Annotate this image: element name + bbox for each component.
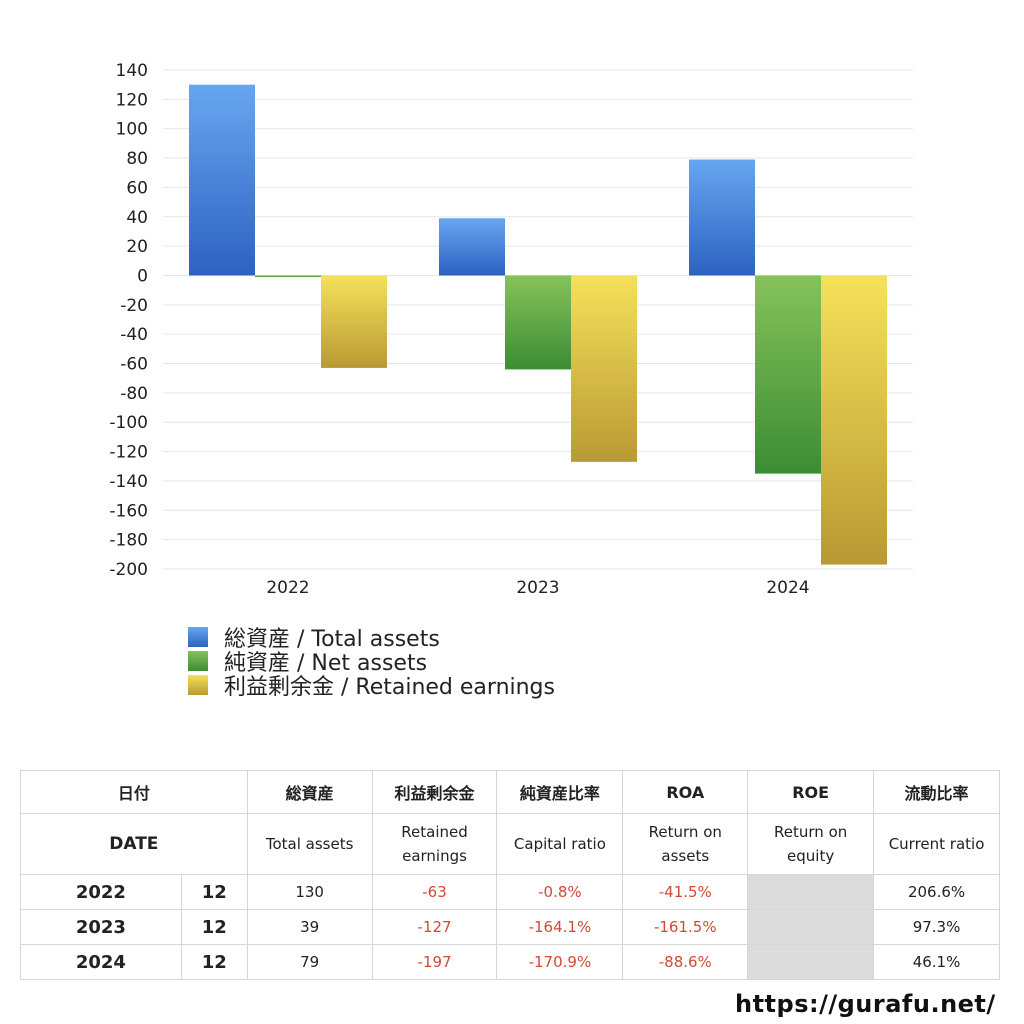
header-retained-en: Retained earnings — [371, 813, 498, 875]
row-year: 2024 — [20, 944, 182, 980]
y-tick-label: -120 — [109, 443, 148, 463]
header-roa-en-1: Return on — [648, 823, 722, 841]
legend-swatch-net-assets — [188, 651, 208, 671]
y-tick-label: -60 — [120, 355, 148, 375]
cell-roe — [747, 944, 875, 980]
legend-item-retained-earnings: 利益剰余金 / Retained earnings — [188, 673, 555, 700]
table-row: 2024 12 79 -197 -170.9% -88.6% 46.1% — [20, 944, 1000, 980]
header-capital-ratio-jp: 純資産比率 — [496, 770, 624, 814]
y-tick-label: 40 — [126, 208, 148, 228]
header-roa-jp: ROA — [622, 770, 749, 814]
table-header-jp: 日付 総資産 利益剰余金 純資産比率 ROA ROE 流動比率 — [20, 770, 1000, 814]
cell-retained: -63 — [371, 874, 498, 910]
row-month: 12 — [180, 909, 248, 945]
cell-capital-ratio: -170.9% — [496, 944, 624, 980]
y-tick-label: 140 — [116, 61, 148, 81]
y-tick-label: 60 — [126, 178, 148, 198]
header-current-ratio-jp: 流動比率 — [873, 770, 1000, 814]
source-url[interactable]: https://gurafu.net/ — [735, 990, 996, 1018]
cell-total-assets: 39 — [246, 909, 373, 945]
header-retained-en-1: Retained — [401, 823, 468, 841]
cell-capital-ratio: -0.8% — [496, 874, 624, 910]
x-tick-label: 2022 — [266, 578, 309, 598]
y-tick-label: 120 — [116, 90, 148, 110]
x-tick-label: 2023 — [516, 578, 559, 598]
row-year: 2023 — [20, 909, 182, 945]
legend-label-total-assets: 総資産 / Total assets — [224, 627, 440, 652]
cell-roe — [747, 909, 875, 945]
header-total-assets-jp: 総資産 — [246, 770, 373, 814]
y-tick-label: -20 — [120, 296, 148, 316]
legend: 総資産 / Total assets 純資産 / Net assets 利益剰余… — [188, 625, 555, 700]
bar-2023-1 — [505, 275, 571, 370]
header-total-assets-en: Total assets — [246, 813, 373, 875]
y-tick-label: 100 — [116, 120, 148, 140]
legend-label-retained-earnings: 利益剰余金 / Retained earnings — [224, 675, 555, 700]
header-roe-en-2: equity — [787, 847, 835, 865]
header-roa-en: Return on assets — [622, 813, 749, 875]
y-tick-label: -40 — [120, 325, 148, 345]
cell-retained: -127 — [371, 909, 498, 945]
table-row: 2023 12 39 -127 -164.1% -161.5% 97.3% — [20, 909, 1000, 945]
y-tick-label: -80 — [120, 384, 148, 404]
x-axis-ticks: 2022 2023 2024 — [266, 578, 809, 598]
row-month: 12 — [180, 944, 248, 980]
bar-2024-1 — [755, 275, 821, 474]
cell-current-ratio: 46.1% — [873, 944, 1000, 980]
y-tick-label: 20 — [126, 237, 148, 257]
legend-swatch-total-assets — [188, 627, 208, 647]
legend-swatch-retained-earnings — [188, 675, 208, 695]
header-retained-jp: 利益剰余金 — [371, 770, 498, 814]
header-date-jp: 日付 — [20, 770, 248, 814]
y-tick-label: -180 — [109, 531, 148, 551]
header-roe-jp: ROE — [747, 770, 875, 814]
bar-2022-0 — [189, 84, 255, 276]
row-year: 2022 — [20, 874, 182, 910]
header-capital-ratio-en: Capital ratio — [496, 813, 624, 875]
legend-item-total-assets: 総資産 / Total assets — [188, 625, 555, 652]
bars — [189, 84, 887, 565]
y-tick-label: -100 — [109, 413, 148, 433]
bar-chart: 140 120 100 80 60 40 20 0 -20 -40 -60 -80 -100 -120 -1… — [109, 61, 913, 598]
financial-table: 日付 総資産 利益剰余金 純資産比率 ROA ROE 流動比率 DATE Tot… — [20, 770, 1000, 980]
header-roe-en: Return on equity — [747, 813, 875, 875]
header-roe-en-1: Return on — [774, 823, 848, 841]
cell-roa: -161.5% — [622, 909, 749, 945]
cell-retained: -197 — [371, 944, 498, 980]
bar-2023-2 — [571, 275, 637, 462]
header-current-ratio-en: Current ratio — [873, 813, 1000, 875]
y-axis-ticks: 140 120 100 80 60 40 20 0 -20 -40 -60 -80 -100 -120 -1… — [109, 61, 148, 580]
cell-total-assets: 130 — [246, 874, 373, 910]
cell-roe — [747, 874, 875, 910]
cell-roa: -88.6% — [622, 944, 749, 980]
y-tick-label: -140 — [109, 472, 148, 492]
legend-item-net-assets: 純資産 / Net assets — [188, 649, 555, 676]
y-tick-label: -200 — [109, 560, 148, 580]
cell-roa: -41.5% — [622, 874, 749, 910]
cell-current-ratio: 97.3% — [873, 909, 1000, 945]
bar-2024-0 — [689, 159, 755, 276]
legend-label-net-assets: 純資産 / Net assets — [224, 651, 428, 676]
table-header-en: DATE Total assets Retained earnings Capit… — [20, 813, 1000, 875]
row-month: 12 — [180, 874, 248, 910]
cell-capital-ratio: -164.1% — [496, 909, 624, 945]
header-retained-en-2: earnings — [402, 847, 467, 865]
bar-2022-1 — [255, 275, 321, 277]
y-tick-label: -160 — [109, 501, 148, 521]
bar-2022-2 — [321, 275, 387, 368]
cell-current-ratio: 206.6% — [873, 874, 1000, 910]
x-tick-label: 2024 — [766, 578, 809, 598]
y-tick-label: 80 — [126, 149, 148, 169]
bar-2024-2 — [821, 275, 887, 565]
cell-total-assets: 79 — [246, 944, 373, 980]
header-roa-en-2: assets — [661, 847, 710, 865]
header-date-en: DATE — [20, 813, 248, 875]
table-row: 2022 12 130 -63 -0.8% -41.5% 206.6% — [20, 874, 1000, 910]
y-tick-label: 0 — [137, 266, 148, 286]
bar-2023-0 — [439, 218, 505, 276]
